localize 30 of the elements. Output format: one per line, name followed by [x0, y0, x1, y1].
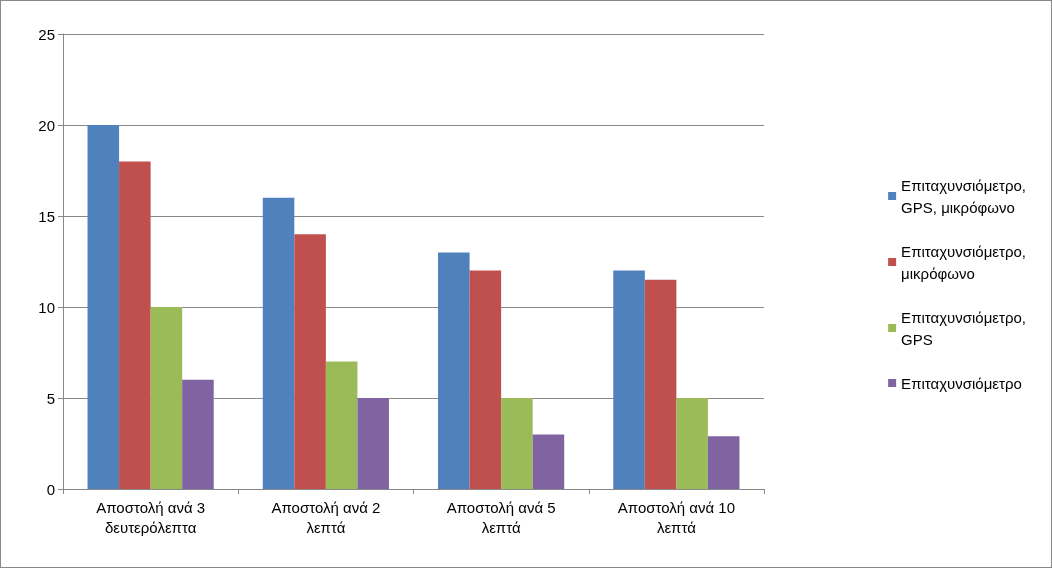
bar	[438, 252, 470, 489]
bar	[119, 161, 151, 489]
bar	[644, 279, 677, 489]
y-tick-label: 5	[46, 389, 55, 407]
x-tick-label: Αποστολή ανά 10 λεπτά	[617, 498, 735, 536]
x-tick-label: Αποστολή ανά 5 λεπτά	[446, 498, 556, 536]
legend-label: Επιταχυνσιόμετρο	[901, 374, 1022, 392]
bar	[613, 270, 645, 489]
bar	[357, 398, 389, 489]
y-tick-label: 10	[38, 298, 55, 316]
bar	[501, 398, 533, 489]
legend-label: Επιταχυνσιόμετρο, GPS, μικρόφωνο	[901, 176, 1027, 216]
y-tick-label: 0	[46, 480, 55, 498]
bar	[707, 436, 740, 489]
legend-label: Επιταχυνσιόμετρο, μικρόφωνο	[901, 242, 1027, 282]
legend-label: Επιταχυνσιόμετρο, GPS	[901, 308, 1027, 348]
bar	[150, 307, 183, 489]
y-tick-label: 25	[38, 25, 55, 43]
bar	[87, 125, 120, 489]
bar	[262, 197, 295, 489]
bar	[325, 361, 358, 489]
bar	[532, 434, 565, 489]
x-tick-label: Αποστολή ανά 3 δευτερόλεπτα	[96, 498, 206, 536]
y-tick-label: 15	[38, 207, 55, 225]
bar	[676, 398, 708, 489]
bar	[469, 270, 502, 489]
bar	[182, 379, 214, 489]
x-tick-label: Αποστολή ανά 2 λεπτά	[271, 498, 381, 536]
y-tick-label: 20	[38, 116, 55, 134]
bar	[294, 234, 326, 489]
